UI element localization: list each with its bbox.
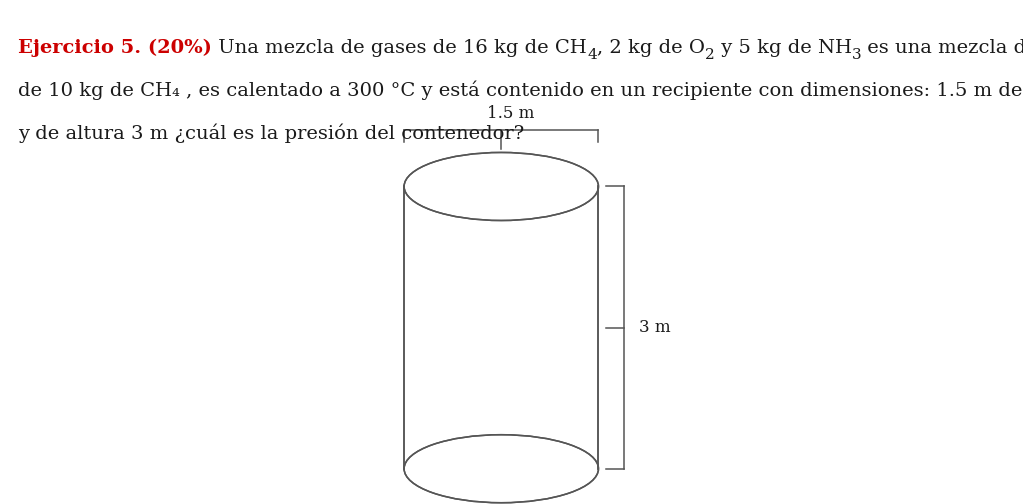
Text: de 10 kg de CH₄ , es calentado a 300 °C y está contenido en un recipiente con di: de 10 kg de CH₄ , es calentado a 300 °C …	[18, 80, 1023, 100]
Text: Ejercicio 5. (20%): Ejercicio 5. (20%)	[18, 39, 213, 57]
Text: 3: 3	[851, 48, 861, 62]
Text: Una mezcla de gases de 16 kg de CH: Una mezcla de gases de 16 kg de CH	[213, 39, 587, 57]
Text: , 2 kg de O: , 2 kg de O	[596, 39, 705, 57]
Text: 1.5 m: 1.5 m	[487, 105, 534, 122]
Text: 3 m: 3 m	[639, 319, 671, 336]
Text: 2: 2	[705, 48, 714, 62]
Text: es una mezcla de gases: es una mezcla de gases	[861, 39, 1023, 57]
Text: y 5 kg de NH: y 5 kg de NH	[714, 39, 851, 57]
Text: 4: 4	[587, 48, 596, 62]
Text: y de altura 3 m ¿cuál es la presión del contenedor?: y de altura 3 m ¿cuál es la presión del …	[18, 123, 525, 143]
Polygon shape	[404, 186, 598, 469]
